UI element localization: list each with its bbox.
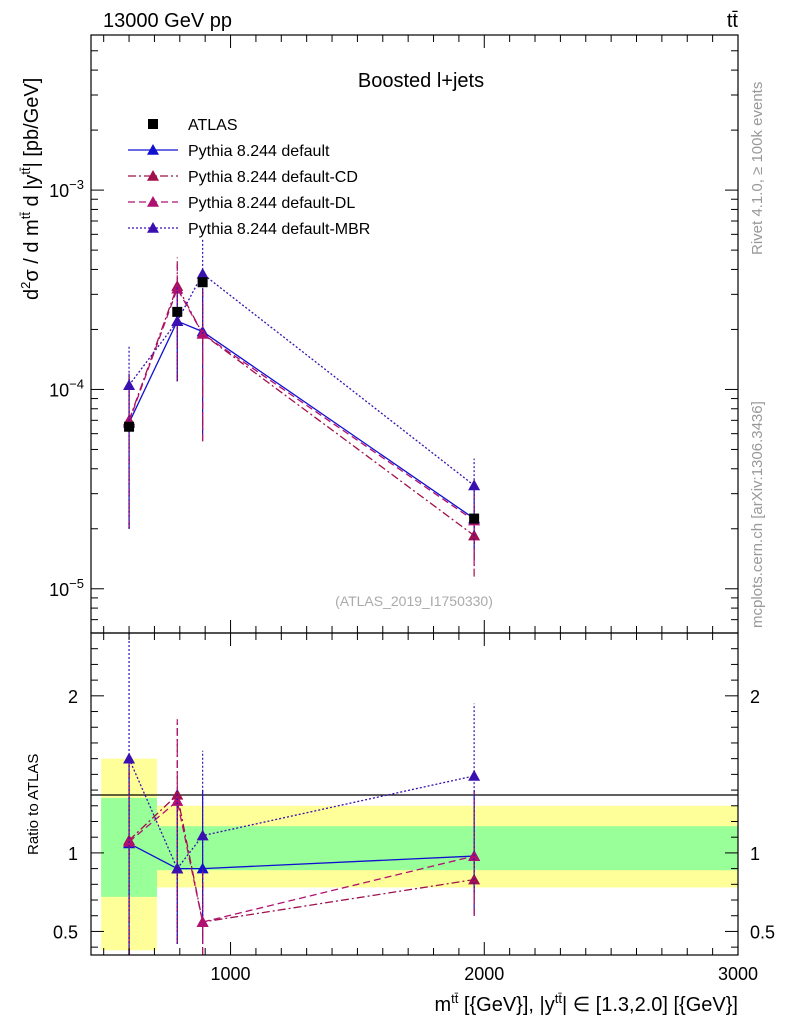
main-series-marker	[468, 479, 481, 491]
atlas-data-point	[197, 277, 208, 288]
main-series-marker	[196, 267, 209, 279]
ratio-uncertainty-bands	[101, 758, 738, 951]
ratio-y-tick-label-right: 1	[750, 844, 760, 864]
ratio-series-marker	[468, 769, 481, 781]
main-y-tick-label: 10−4	[49, 376, 84, 400]
ratio-series-marker	[123, 752, 136, 764]
ratio-y-axis-label: Ratio to ATLAS	[25, 754, 42, 855]
legend-label: Pythia 8.244 default-DL	[188, 195, 355, 212]
ratio-band-inner	[156, 826, 738, 871]
ratio-panel: 0.5 0.5 1 1 2 2 1000 2000 3000 Ratio to ATLAS mt…	[25, 632, 775, 1016]
atlas-data-point	[469, 513, 480, 524]
ratio-series-marker	[196, 916, 209, 927]
ratio-series-marker	[196, 862, 209, 874]
legend-marker-atlas	[148, 119, 158, 129]
x-tick-label: 2000	[464, 964, 504, 984]
legend-label: Pythia 8.244 default-MBR	[188, 221, 370, 238]
legend-marker	[147, 170, 159, 181]
mcplots-reference-label: mcplots.cern.ch [arXiv:1306.3436]	[749, 401, 766, 628]
x-tick-label: 3000	[718, 964, 758, 984]
ratio-y-tick-label-left: 2	[68, 687, 78, 707]
legend-marker	[147, 144, 159, 155]
main-series-line	[128, 272, 475, 486]
legend-label: ATLAS	[188, 117, 238, 134]
main-y-axis-label: d2σ / d mtt̄ d |ytt̄| [pb/GeV]	[18, 78, 43, 300]
ratio-series-line	[128, 842, 475, 870]
main-series-line	[128, 320, 475, 520]
header-energy-label: 13000 GeV pp	[103, 10, 232, 32]
ratio-series-marker	[171, 862, 184, 874]
ratio-y-tick-label-right: 2	[750, 687, 760, 707]
ratio-series-marker	[171, 795, 184, 806]
main-plot-title: Boosted l+jets	[358, 70, 484, 92]
legend-marker	[147, 196, 159, 207]
ratio-y-tick-label-right: 0.5	[750, 922, 775, 942]
main-panel: 10−5 10−4 10−3 Boosted l+jets (ATLAS_2019_…	[18, 34, 739, 634]
main-series-group	[123, 238, 481, 577]
ratio-series-line	[128, 799, 475, 923]
ratio-series-group	[123, 633, 481, 955]
ratio-series-marker	[196, 829, 209, 841]
main-axis-ticks: 10−5 10−4 10−3	[49, 34, 739, 634]
ratio-axis-ticks: 0.5 0.5 1 1 2 2 1000 2000 3000	[53, 633, 775, 984]
main-series-line	[128, 287, 475, 522]
main-y-tick-label: 10−3	[49, 177, 84, 201]
ratio-plot-frame	[90, 632, 739, 956]
legend-marker	[147, 222, 159, 233]
ratio-series-line	[128, 758, 475, 870]
legend-label: Pythia 8.244 default	[188, 143, 330, 160]
legend: ATLAS Pythia 8.244 default Pythia 8.244 de…	[128, 117, 370, 238]
analysis-watermark: (ATLAS_2019_I1750330)	[335, 593, 493, 609]
main-series-marker	[123, 379, 136, 391]
atlas-data-point	[172, 306, 183, 317]
rivet-version-label: Rivet 4.1.0, ≥ 100k events	[749, 82, 766, 255]
ratio-y-tick-label-left: 1	[68, 844, 78, 864]
x-tick-label: 1000	[211, 964, 251, 984]
ratio-y-tick-label-left: 0.5	[53, 922, 78, 942]
header-process-label: tt̄	[727, 10, 739, 32]
atlas-data-point	[124, 421, 135, 432]
legend-label: Pythia 8.244 default-CD	[188, 169, 358, 186]
main-y-tick-label: 10−5	[49, 576, 84, 600]
main-series-marker	[171, 315, 184, 326]
x-axis-label: mtt̄ [{GeV}], |ytt̄| ∈ [1.3,2.0] [{GeV}]	[434, 991, 738, 1016]
